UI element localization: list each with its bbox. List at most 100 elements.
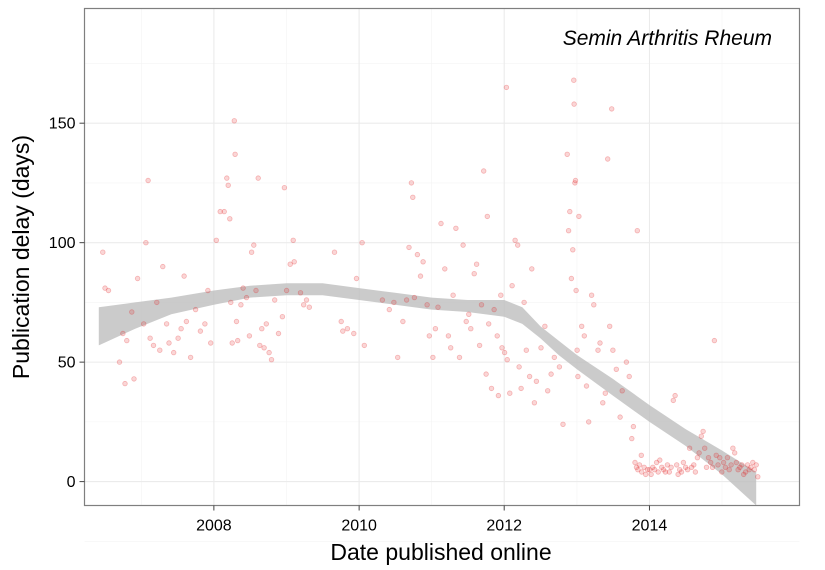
data-point	[672, 392, 678, 399]
data-point	[442, 266, 448, 272]
data-point	[170, 349, 177, 356]
data-point	[570, 247, 576, 253]
data-point	[591, 302, 597, 308]
data-point	[567, 208, 573, 215]
data-point	[648, 471, 654, 478]
data-point	[670, 397, 676, 404]
data-point	[306, 304, 312, 310]
data-point	[573, 287, 579, 294]
data-point	[116, 359, 123, 365]
data-point	[243, 294, 250, 301]
data-point	[331, 249, 338, 255]
data-point	[484, 213, 490, 220]
data-point	[478, 302, 485, 308]
data-point	[122, 380, 128, 387]
data-point	[581, 333, 587, 339]
data-point	[238, 302, 244, 308]
data-point	[692, 469, 699, 475]
data-point	[677, 467, 683, 473]
data-point	[468, 326, 474, 332]
data-point	[251, 242, 257, 248]
data-point	[691, 462, 697, 468]
data-point	[610, 347, 616, 353]
data-point	[531, 400, 538, 406]
data-point	[755, 474, 761, 480]
data-point	[694, 455, 701, 461]
data-point	[713, 452, 719, 458]
data-point	[414, 251, 421, 258]
data-point	[281, 184, 288, 191]
data-point	[728, 462, 734, 468]
data-point	[565, 227, 572, 234]
data-point	[301, 302, 307, 308]
y-tick-label: 0	[67, 474, 76, 491]
data-point	[735, 467, 741, 473]
data-point	[232, 151, 238, 157]
y-axis-ticks: 0 50 100 150	[49, 116, 85, 491]
data-point	[617, 414, 623, 420]
data-point	[102, 285, 108, 291]
data-point	[751, 467, 758, 473]
data-point	[705, 455, 712, 461]
data-point	[518, 385, 524, 392]
data-point	[688, 464, 695, 470]
data-point	[406, 244, 412, 251]
data-point	[272, 297, 278, 303]
data-point	[411, 294, 418, 301]
data-point	[626, 373, 632, 380]
data-point	[526, 373, 533, 380]
data-point	[340, 328, 346, 334]
data-point	[213, 237, 219, 243]
data-point	[386, 306, 392, 313]
data-point	[588, 292, 595, 298]
data-point	[202, 321, 208, 327]
data-point	[632, 459, 638, 466]
data-point	[575, 373, 581, 380]
data-point	[572, 177, 579, 184]
data-point	[166, 340, 172, 346]
data-point	[391, 299, 397, 306]
data-point	[571, 101, 577, 107]
data-point	[100, 249, 106, 255]
data-point	[205, 287, 211, 294]
data-point	[521, 299, 527, 306]
data-point	[275, 330, 282, 337]
data-point	[653, 459, 660, 466]
x-tick-label: 2012	[486, 518, 522, 535]
data-point	[361, 342, 367, 349]
data-point	[644, 467, 651, 473]
data-point	[430, 354, 436, 361]
data-point	[463, 318, 469, 325]
data-point	[753, 462, 759, 468]
data-point	[702, 445, 708, 451]
data-point	[542, 323, 548, 329]
data-point	[533, 378, 540, 384]
data-point	[538, 345, 544, 351]
data-point	[290, 237, 296, 243]
data-point	[619, 388, 625, 394]
data-point	[494, 333, 500, 339]
data-point	[495, 392, 502, 399]
smooth-band-layer	[98, 283, 757, 506]
data-point	[460, 242, 466, 248]
data-point	[154, 299, 160, 306]
data-point	[453, 225, 459, 231]
data-point	[744, 462, 751, 468]
data-point	[498, 292, 504, 298]
data-point	[131, 376, 137, 382]
data-point	[225, 182, 231, 188]
data-point	[638, 452, 644, 458]
data-point	[408, 180, 415, 186]
data-point	[410, 194, 416, 200]
data-point	[233, 318, 240, 325]
data-point	[147, 335, 153, 341]
data-point	[432, 326, 439, 332]
data-point	[473, 261, 480, 267]
data-point	[504, 357, 510, 363]
data-point	[187, 354, 194, 361]
data-point	[481, 168, 487, 174]
data-point	[750, 459, 756, 466]
data-point	[703, 464, 710, 470]
data-point	[263, 321, 269, 327]
data-point	[224, 175, 230, 181]
